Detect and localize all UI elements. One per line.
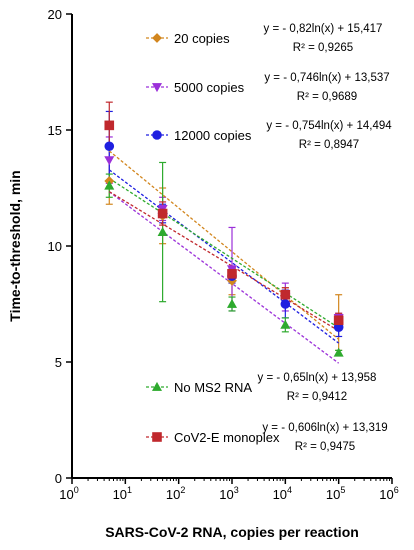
legend-marker bbox=[151, 83, 163, 93]
trend-line bbox=[108, 191, 340, 364]
x-tick-label: 106 bbox=[379, 485, 398, 502]
data-point bbox=[333, 315, 344, 326]
trend-lines bbox=[108, 150, 340, 364]
x-tick-label: 103 bbox=[219, 485, 238, 502]
trend-equation: y = - 0,746ln(x) + 13,537 bbox=[264, 72, 389, 84]
trendline-equations: y = - 0,82ln(x) + 15,417 R² = 0,9265 y = -… bbox=[258, 23, 393, 453]
trend-r-squared: R² = 0,8947 bbox=[299, 139, 359, 151]
y-tick-label: 15 bbox=[48, 123, 62, 138]
data-point bbox=[280, 289, 291, 300]
data-point bbox=[227, 269, 237, 279]
x-tick-label: 101 bbox=[113, 485, 132, 502]
x-tick-label: 102 bbox=[166, 485, 185, 502]
data-point bbox=[104, 156, 115, 166]
x-tick-label: 104 bbox=[273, 485, 292, 502]
trend-line bbox=[108, 150, 340, 340]
legend-marker bbox=[152, 130, 162, 140]
y-ticks: 0 5 10 15 20 bbox=[48, 7, 72, 486]
y-axis-title: Time-to-threshold, min bbox=[7, 170, 23, 321]
legend-marker bbox=[152, 33, 162, 43]
legend-marker bbox=[151, 381, 163, 391]
legend-label: No MS2 RNA bbox=[174, 380, 252, 395]
y-tick-label: 20 bbox=[48, 7, 62, 22]
trend-equation: y = - 0,754ln(x) + 14,494 bbox=[266, 120, 392, 132]
data-point bbox=[333, 347, 344, 357]
trend-equation: y = - 0,65ln(x) + 13,958 bbox=[258, 372, 377, 384]
data-point bbox=[104, 180, 115, 190]
y-tick-label: 5 bbox=[55, 355, 62, 370]
y-tick-label: 0 bbox=[55, 471, 62, 486]
trend-r-squared: R² = 0,9265 bbox=[293, 42, 353, 54]
legend-marker bbox=[152, 432, 162, 442]
data-point bbox=[157, 226, 168, 236]
data-points bbox=[104, 120, 344, 357]
legend-label: 20 copies bbox=[174, 31, 230, 46]
trend-line bbox=[108, 177, 340, 329]
trend-line bbox=[108, 169, 340, 344]
data-point bbox=[104, 120, 115, 131]
legend-label: CoV2-E monoplex bbox=[174, 430, 280, 445]
data-point bbox=[226, 298, 238, 308]
trend-equation: y = - 0,606ln(x) + 13,319 bbox=[262, 422, 387, 434]
data-point bbox=[157, 208, 168, 219]
y-tick-label: 10 bbox=[48, 239, 62, 254]
legend: 20 copies 5000 copies 12000 copies No MS2 R… bbox=[146, 31, 280, 445]
data-point bbox=[280, 299, 291, 309]
trend-equation: y = - 0,82ln(x) + 15,417 bbox=[264, 23, 383, 35]
trend-r-squared: R² = 0,9689 bbox=[297, 91, 357, 103]
x-tick-label: 100 bbox=[59, 485, 78, 502]
x-ticks: 100 101 102 103 104 105 106 bbox=[59, 478, 399, 502]
x-axis-title: SARS-CoV-2 RNA, copies per reaction bbox=[105, 524, 359, 540]
data-point bbox=[104, 141, 115, 152]
data-point bbox=[280, 319, 291, 329]
trend-r-squared: R² = 0,9475 bbox=[295, 441, 355, 453]
x-tick-label: 105 bbox=[326, 485, 345, 502]
legend-label: 12000 copies bbox=[174, 128, 252, 143]
legend-label: 5000 copies bbox=[174, 80, 245, 95]
trend-line bbox=[108, 191, 340, 332]
trend-r-squared: R² = 0,9412 bbox=[287, 391, 347, 403]
